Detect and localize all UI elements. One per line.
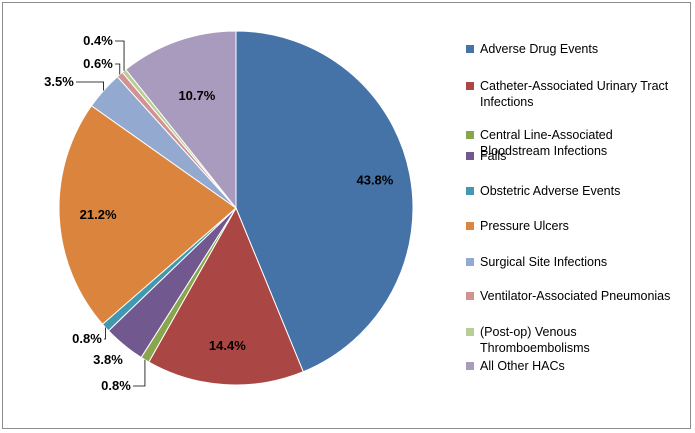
- data-label-post-op-venous-thromboembolisms: 0.4%: [83, 33, 113, 48]
- slice-catheter-associated-urinary-tract-infections: [148, 206, 304, 386]
- legend-swatch: [466, 292, 474, 300]
- legend-label: Ventilator-Associated Pneumonias: [480, 289, 671, 303]
- legend-label: Adverse Drug Events: [480, 42, 599, 56]
- legend-label: Central Line-Associated Bloodstream Infe…: [480, 128, 613, 158]
- leader-line-ventilator-associated-pneumonias: [115, 63, 121, 75]
- legend-swatch: [466, 45, 474, 53]
- data-label-central-line-associated-bloodstream-infections: 0.8%: [101, 378, 131, 393]
- legend-swatch: [466, 258, 474, 266]
- pie-slices: [58, 30, 414, 386]
- data-label-all-other-hacs: 10.7%: [178, 88, 215, 103]
- legend-swatch: [466, 187, 474, 195]
- legend-swatch: [466, 82, 474, 90]
- legend-label: (Post-op) Venous Thromboembolisms: [480, 325, 590, 355]
- leader-line-surgical-site-infections: [76, 81, 104, 91]
- legend-swatch: [466, 222, 474, 230]
- data-label-obstetric-adverse-events: 0.8%: [72, 331, 102, 346]
- slice-adverse-drug-events: [235, 30, 414, 373]
- data-label-falls: 3.8%: [93, 352, 123, 367]
- data-label-catheter-associated-urinary-tract-infections: 14.4%: [209, 338, 246, 353]
- data-labels: 43.8% 14.4% 0.8% 3.8% 0.8% 21.2% 3.5% 0.6% 0.4% 1…: [44, 33, 394, 393]
- legend-swatch: [466, 152, 474, 160]
- legend-swatch: [466, 328, 474, 336]
- legend-label: Obstetric Adverse Events: [480, 184, 621, 198]
- data-label-ventilator-associated-pneumonias: 0.6%: [83, 56, 113, 71]
- legend-swatch: [466, 362, 474, 370]
- data-label-adverse-drug-events: 43.8%: [356, 173, 393, 188]
- legend-label: Pressure Ulcers: [480, 219, 569, 233]
- data-label-surgical-site-infections: 3.5%: [44, 74, 74, 89]
- data-label-pressure-ulcers: 21.2%: [80, 207, 117, 222]
- slice-pressure-ulcers: [58, 105, 237, 325]
- leader-line-obstetric-adverse-events: [104, 327, 106, 340]
- pie-chart: 43.8% 14.4% 0.8% 3.8% 0.8% 21.2% 3.5% 0.6% 0.4% 1…: [44, 30, 414, 393]
- legend-label: Falls: [480, 149, 507, 163]
- legend-label: Surgical Site Infections: [480, 255, 608, 269]
- leader-line-post-op-venous-thromboembolisms: [115, 40, 125, 71]
- leader-lines: [76, 40, 146, 387]
- chart-frame: 43.8% 14.4% 0.8% 3.8% 0.8% 21.2% 3.5% 0.6% 0.4% 1…: [2, 2, 691, 429]
- legend-label: All Other HACs: [480, 359, 565, 373]
- legend-label: Catheter-Associated Urinary Tract Infect…: [480, 79, 669, 109]
- slice-all-other-hacs: [125, 30, 237, 210]
- leader-line-central-line-associated-bloodstream-infections: [133, 359, 146, 387]
- legend-swatch: [466, 131, 474, 139]
